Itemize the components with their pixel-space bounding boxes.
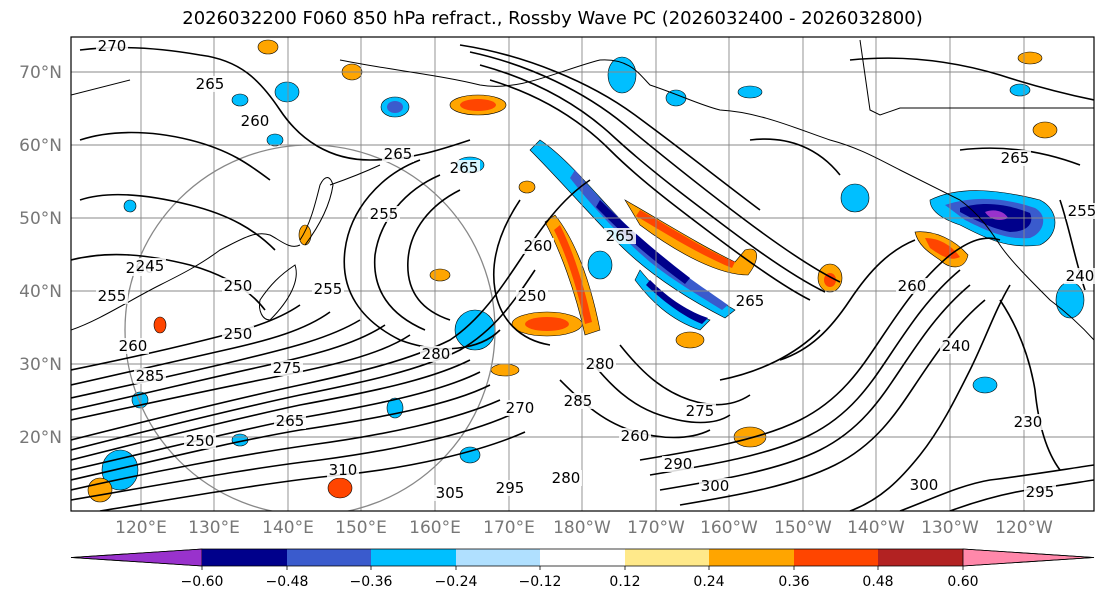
contour-label: 265: [606, 227, 635, 245]
colorbar-tick-label: −0.12: [519, 574, 562, 590]
contour-label: 255: [98, 287, 127, 305]
contour-label: 260: [524, 237, 553, 255]
map-title: 2026032200 F060 850 hPa refract., Rossby…: [182, 8, 923, 29]
contour-label: 255: [1068, 202, 1097, 220]
colorbar-tick-label: −0.60: [181, 574, 224, 590]
colorbar-segment: [625, 549, 709, 566]
longitude-label: 140°W: [847, 518, 905, 538]
contour-label: 265: [450, 159, 479, 177]
contour-label: 280: [552, 469, 581, 487]
shading-layer: [87, 39, 1085, 503]
longitude-label: 170°E: [483, 518, 535, 538]
contour-label: 250: [186, 432, 215, 450]
contour-label: 270: [506, 399, 535, 417]
contour-label: 285: [136, 367, 165, 385]
latitude-label: 50°N: [19, 209, 62, 229]
contour-lines: [71, 44, 1094, 511]
colorbar-segment: [878, 549, 963, 566]
contour-label: 255: [314, 280, 343, 298]
contour-label: 260: [898, 277, 927, 295]
contour-label: 275: [273, 359, 302, 377]
contour-label: 285: [564, 392, 593, 410]
contour-label: 250: [224, 277, 253, 295]
contour-label: 250: [518, 287, 547, 305]
contour-label: 295: [496, 479, 525, 497]
contour-label: 265: [384, 145, 413, 163]
longitude-label: 180°W: [553, 518, 611, 538]
contour-label: 295: [1026, 483, 1055, 501]
colorbar-segment: [962, 548, 1095, 567]
contour-label: 280: [422, 345, 451, 363]
longitude-label: 170°W: [627, 518, 685, 538]
contour-label: 245: [136, 257, 165, 275]
colorbar-tick-label: 0.12: [609, 574, 640, 590]
latitude-label: 70°N: [19, 63, 62, 83]
contour-label: 310: [329, 461, 358, 479]
latitude-label: 30°N: [19, 355, 62, 375]
contour-label: 260: [119, 337, 148, 355]
contour-label: 240: [1066, 267, 1095, 285]
colorbar-segment: [794, 549, 878, 566]
contour-label: 240: [942, 337, 971, 355]
contour-label-group: 270 265 260 265 265 255 260 250 255 250 255 260 265 2…: [96, 37, 1098, 502]
colorbar-tick-label: 0.24: [693, 574, 724, 590]
colorbar-tick-label: 0.36: [778, 574, 809, 590]
longitude-label: 160°W: [700, 518, 758, 538]
longitude-label: 150°W: [774, 518, 832, 538]
range-circle: [124, 144, 496, 511]
latitude-label: 40°N: [19, 282, 62, 302]
contour-label: 230: [1014, 413, 1043, 431]
latitude-label: 20°N: [19, 428, 62, 448]
contour-label: 250: [224, 325, 253, 343]
colorbar-segment: [371, 549, 456, 566]
contour-label: 265: [736, 292, 765, 310]
colorbar-segment: [202, 549, 287, 566]
contour-label: 260: [241, 112, 270, 130]
latitude-labels: 70°N 60°N 50°N 40°N 30°N 20°N: [19, 63, 62, 448]
colorbar-segment: [70, 548, 203, 567]
colorbar-segment: [456, 549, 540, 566]
contour-label: 290: [664, 455, 693, 473]
longitude-label: 130°W: [921, 518, 979, 538]
contour-label: 300: [701, 477, 730, 495]
colorbar-tick-label: −0.48: [266, 574, 309, 590]
latitude-label: 60°N: [19, 136, 62, 156]
contour-label: 265: [196, 75, 225, 93]
contour-label: 300: [910, 476, 939, 494]
colorbar-tick-label: 0.60: [947, 574, 978, 590]
colorbar-segment: [287, 549, 371, 566]
contour-label: 265: [1001, 149, 1030, 167]
colorbar-tick-label: 0.48: [862, 574, 893, 590]
longitude-label: 120°E: [115, 518, 167, 538]
contour-label: 265: [276, 412, 305, 430]
longitude-label: 130°E: [188, 518, 240, 538]
contour-label: 305: [436, 484, 465, 502]
longitude-label: 120°W: [995, 518, 1053, 538]
contour-label: 255: [370, 205, 399, 223]
longitude-label: 140°E: [262, 518, 314, 538]
colorbar-segment: [709, 549, 794, 566]
longitude-label: 160°E: [409, 518, 461, 538]
colorbar-segment: [540, 549, 625, 566]
contour-label: 270: [98, 37, 127, 55]
longitude-label: 150°E: [335, 518, 387, 538]
colorbar-tick-label: −0.24: [435, 574, 478, 590]
colorbar: −0.60 −0.48 −0.36 −0.24 −0.12 0.12 0.24 0.36 0.4…: [70, 548, 1095, 590]
contour-label: 275: [686, 402, 715, 420]
contour-label: 260: [621, 427, 650, 445]
colorbar-tick-label: −0.36: [350, 574, 393, 590]
longitude-labels: 120°E 130°E 140°E 150°E 160°E 170°E 180°W 170°W…: [115, 518, 1053, 538]
contour-label: 280: [586, 355, 615, 373]
coastlines: [71, 39, 1094, 341]
